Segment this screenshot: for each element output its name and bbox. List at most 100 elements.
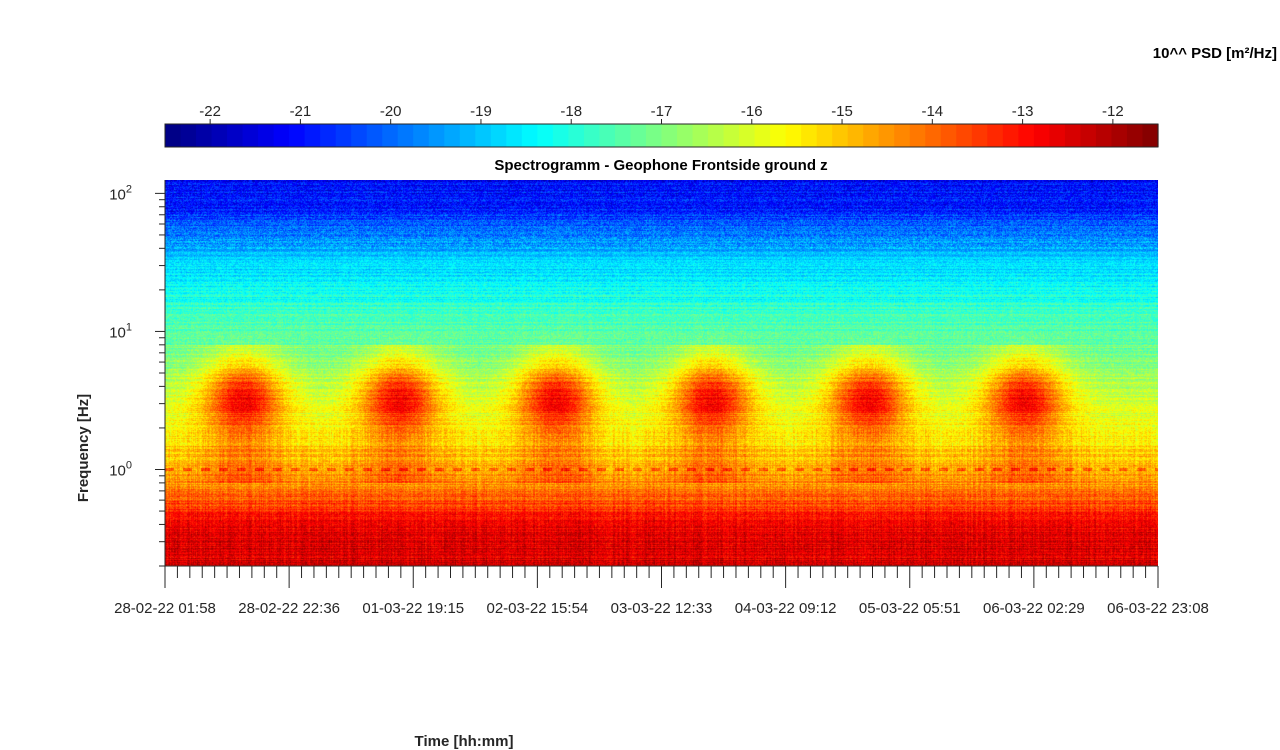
colorbar-segment bbox=[304, 124, 321, 147]
colorbar-segment bbox=[692, 124, 709, 147]
y-minor-ticks bbox=[155, 192, 165, 567]
colorbar-unit-label: 10^^ PSD [m²/Hz] bbox=[1153, 45, 1277, 62]
colorbar-segment bbox=[397, 124, 414, 147]
y-tick-labels: 102 101 100 bbox=[109, 183, 132, 479]
colorbar-segment bbox=[444, 124, 461, 147]
y-tick-label: 101 bbox=[109, 321, 132, 341]
colorbar-segment bbox=[382, 124, 399, 147]
colorbar-segment bbox=[320, 124, 337, 147]
colorbar-segment bbox=[1111, 124, 1128, 147]
x-tick-label: 03-03-22 12:33 bbox=[611, 600, 713, 617]
colorbar-segment bbox=[537, 124, 554, 147]
colorbar-tick-label: -19 bbox=[470, 103, 492, 120]
colorbar-tick-label: -21 bbox=[290, 103, 312, 120]
x-tick-label: 06-03-22 23:08 bbox=[1107, 600, 1209, 617]
colorbar-segment bbox=[630, 124, 647, 147]
colorbar-segment bbox=[1018, 124, 1035, 147]
colorbar-segment bbox=[1002, 124, 1019, 147]
colorbar-segment bbox=[785, 124, 802, 147]
colorbar-tick-label: -16 bbox=[741, 103, 763, 120]
colorbar-tick-label: -12 bbox=[1102, 103, 1124, 120]
colorbar-segment bbox=[428, 124, 445, 147]
colorbar-segment bbox=[1033, 124, 1050, 147]
colorbar-segment bbox=[770, 124, 787, 147]
spectrogram-heatmap bbox=[165, 180, 1158, 566]
x-tick-label: 28-02-22 01:58 bbox=[114, 600, 216, 617]
colorbar-tick-label: -14 bbox=[921, 103, 943, 120]
chart-title: Spectrogramm - Geophone Frontside ground… bbox=[494, 157, 827, 174]
colorbar-segment bbox=[708, 124, 725, 147]
colorbar-segment bbox=[909, 124, 926, 147]
colorbar-tick-label: -18 bbox=[560, 103, 582, 120]
colorbar-segment bbox=[925, 124, 942, 147]
colorbar-segment bbox=[801, 124, 818, 147]
colorbar-segment bbox=[196, 124, 213, 147]
colorbar-segment bbox=[227, 124, 244, 147]
plot-area bbox=[165, 180, 1158, 566]
colorbar-segment bbox=[832, 124, 849, 147]
y-axis: 102 101 100 bbox=[109, 180, 166, 567]
colorbar-segment bbox=[723, 124, 740, 147]
x-axis-title: Time [hh:mm] bbox=[415, 733, 514, 750]
colorbar-segment bbox=[661, 124, 678, 147]
colorbar-segment bbox=[1080, 124, 1097, 147]
x-ticks bbox=[164, 566, 1159, 588]
colorbar-segment bbox=[211, 124, 228, 147]
colorbar: -22 -21 -20 -19 -18 -17 -16 -15 -14 -13 -12 bbox=[164, 103, 1159, 148]
colorbar-segment bbox=[614, 124, 632, 147]
x-axis: 28-02-22 01:58 28-02-22 22:36 01-03-22 19:… bbox=[114, 565, 1209, 617]
colorbar-segment bbox=[258, 124, 275, 147]
colorbar-segment bbox=[816, 124, 833, 147]
colorbar-segment bbox=[490, 124, 507, 147]
colorbar-segment bbox=[552, 124, 570, 147]
colorbar-tick-label: -15 bbox=[831, 103, 853, 120]
colorbar-ticks: -22 -21 -20 -19 -18 -17 -16 -15 -14 -13 -12 bbox=[199, 103, 1124, 124]
colorbar-tick-label: -13 bbox=[1012, 103, 1034, 120]
x-tick-label: 01-03-22 19:15 bbox=[362, 600, 464, 617]
x-tick-label: 02-03-22 15:54 bbox=[487, 600, 589, 617]
x-tick-label: 06-03-22 02:29 bbox=[983, 600, 1085, 617]
colorbar-segment bbox=[754, 124, 771, 147]
colorbar-segment bbox=[1142, 124, 1159, 147]
colorbar-segment bbox=[956, 124, 973, 147]
colorbar-segment bbox=[894, 124, 911, 147]
colorbar-segment bbox=[459, 124, 476, 147]
colorbar-segment bbox=[165, 124, 182, 147]
colorbar-segment bbox=[1049, 124, 1066, 147]
colorbar-segment bbox=[599, 124, 616, 147]
colorbar-segment bbox=[583, 124, 601, 147]
colorbar-segment bbox=[739, 124, 756, 147]
colorbar-segment bbox=[242, 124, 259, 147]
colorbar-tick-label: -17 bbox=[651, 103, 673, 120]
y-tick-label: 100 bbox=[109, 460, 132, 480]
colorbar-segment bbox=[506, 124, 523, 147]
colorbar-tick-label: -22 bbox=[199, 103, 221, 120]
colorbar-segment bbox=[180, 124, 197, 147]
x-tick-label: 04-03-22 09:12 bbox=[735, 600, 837, 617]
colorbar-segment bbox=[351, 124, 368, 147]
colorbar-segment bbox=[335, 124, 352, 147]
colorbar-tick-label: -20 bbox=[380, 103, 402, 120]
colorbar-segments bbox=[165, 124, 1159, 147]
colorbar-segment bbox=[521, 124, 538, 147]
colorbar-segment bbox=[1064, 124, 1082, 147]
colorbar-segment bbox=[971, 124, 988, 147]
colorbar-segment bbox=[413, 124, 430, 147]
colorbar-segment bbox=[863, 124, 880, 147]
x-tick-label: 28-02-22 22:36 bbox=[238, 600, 340, 617]
colorbar-segment bbox=[940, 124, 957, 147]
y-tick-label: 102 bbox=[109, 183, 132, 203]
colorbar-segment bbox=[366, 124, 383, 147]
y-axis-title: Frequency [Hz] bbox=[75, 394, 92, 502]
colorbar-segment bbox=[568, 124, 585, 147]
x-tick-label: 05-03-22 05:51 bbox=[859, 600, 961, 617]
x-tick-labels: 28-02-22 01:58 28-02-22 22:36 01-03-22 19:… bbox=[114, 600, 1209, 617]
colorbar-segment bbox=[645, 124, 663, 147]
colorbar-segment bbox=[273, 124, 290, 147]
colorbar-segment bbox=[1126, 124, 1144, 147]
colorbar-segment bbox=[289, 124, 306, 147]
colorbar-segment bbox=[878, 124, 895, 147]
colorbar-segment bbox=[677, 124, 694, 147]
colorbar-segment bbox=[987, 124, 1004, 147]
